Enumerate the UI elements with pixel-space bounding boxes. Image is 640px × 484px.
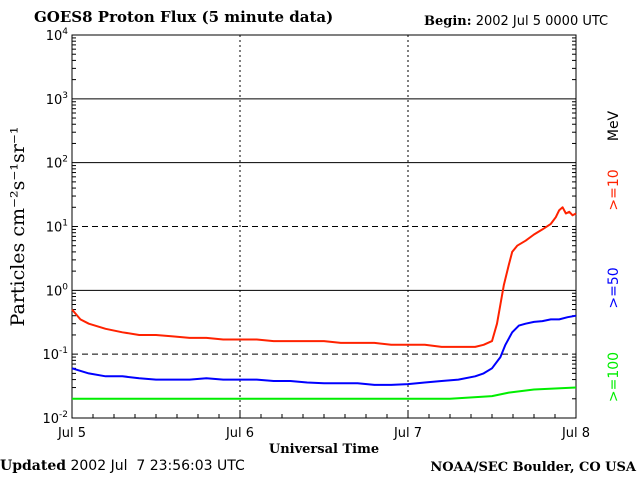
updated-value: 2002 Jul 7 23:56:03 UTC xyxy=(70,458,245,474)
legend-series-label: >=10 xyxy=(606,169,622,210)
x-tick-label: Jul 7 xyxy=(393,426,422,441)
x-tick-label: Jul 8 xyxy=(561,426,590,441)
series-line xyxy=(71,206,577,348)
y-tick-label: 104 xyxy=(46,27,69,44)
x-tick-label: Jul 5 xyxy=(57,426,86,441)
chart-title: GOES8 Proton Flux (5 minute data) xyxy=(34,8,334,26)
begin-label: Begin: xyxy=(424,14,472,29)
series-line xyxy=(71,314,577,386)
y-tick-label: 102 xyxy=(46,155,68,172)
y-tick-label: 101 xyxy=(46,219,68,236)
legend-series-label: >=50 xyxy=(606,267,622,308)
updated-label: Updated xyxy=(0,458,67,474)
updated-info: Updated 2002 Jul 7 23:56:03 UTC xyxy=(0,458,245,474)
legend-unit: MeV xyxy=(606,110,622,141)
y-tick-label: 10-1 xyxy=(42,346,68,363)
begin-info: Begin: 2002 Jul 5 0000 UTC xyxy=(424,14,608,29)
credit-text: NOAA/SEC Boulder, CO USA xyxy=(430,460,636,475)
x-tick-label: Jul 6 xyxy=(225,426,254,441)
y-tick-label: 100 xyxy=(46,282,69,299)
legend-series-label: >=100 xyxy=(606,352,622,402)
y-tick-label: 103 xyxy=(46,91,68,108)
y-axis-title: Particles cm⁻²s⁻¹sr⁻¹ xyxy=(7,127,29,327)
begin-value: 2002 Jul 5 0000 UTC xyxy=(475,14,609,29)
x-axis-title: Universal Time xyxy=(269,442,379,457)
series-line xyxy=(72,386,577,400)
y-tick-label: 10-2 xyxy=(42,410,68,427)
